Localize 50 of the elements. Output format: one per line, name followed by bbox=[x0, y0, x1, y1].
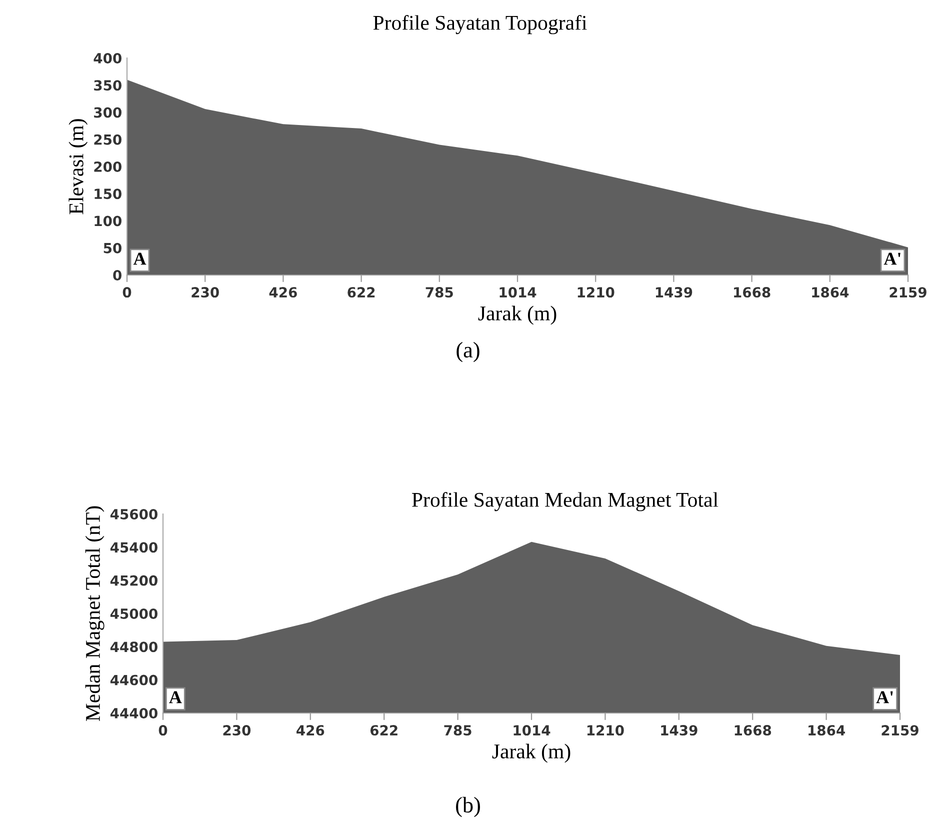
x-tick-label: 1439 bbox=[656, 287, 692, 298]
x-tick-label: 1668 bbox=[734, 287, 770, 298]
text: (b) bbox=[456, 796, 480, 818]
x-tick-label: 2159 bbox=[882, 725, 918, 736]
x-tick-label: 0 bbox=[122, 287, 132, 298]
y-tick-label: 200 bbox=[94, 161, 122, 172]
x-tick-label: 1014 bbox=[514, 725, 550, 736]
y-tick-label: 100 bbox=[94, 216, 122, 226]
y-tick-label: 250 bbox=[94, 134, 122, 145]
y-tick-label: 50 bbox=[104, 242, 122, 254]
annotation: A' bbox=[876, 691, 893, 704]
chart-title: Profile Sayatan Medan Magnet Total bbox=[412, 492, 718, 512]
x-tick-label: 1210 bbox=[587, 725, 624, 736]
y-tick-label: 45400 bbox=[110, 542, 158, 553]
y-tick-label: 45200 bbox=[110, 575, 158, 586]
x-tick-label: 1864 bbox=[808, 725, 845, 736]
x-tick-label: 1439 bbox=[661, 725, 698, 736]
y-axis-title: Elevasi (m) bbox=[68, 119, 88, 214]
x-tick-label: 0 bbox=[158, 725, 168, 736]
x-tick-label: 1864 bbox=[812, 287, 849, 298]
x-tick-label: 426 bbox=[269, 287, 297, 298]
y-tick-label: 44600 bbox=[110, 674, 158, 686]
y-tick-label: 44800 bbox=[110, 642, 158, 652]
annotation: A bbox=[169, 691, 182, 704]
annotation: A' bbox=[884, 252, 900, 265]
chart-title: Profile Sayatan Topografi bbox=[373, 15, 587, 34]
x-tick-label: 426 bbox=[296, 725, 324, 736]
y-axis-title: Medan Magnet Total (nT) bbox=[85, 506, 104, 722]
x-tick-label: 622 bbox=[370, 725, 398, 736]
y-tick-label: 300 bbox=[94, 107, 122, 118]
x-tick-label: 622 bbox=[348, 287, 375, 298]
x-tick-label: 1668 bbox=[734, 725, 772, 736]
text: (a) bbox=[456, 342, 480, 362]
x-tick-label: 1210 bbox=[578, 287, 614, 298]
x-axis-title: Jarak (m) bbox=[478, 306, 556, 325]
y-tick-label: 0 bbox=[113, 270, 122, 280]
y-tick-label: 45600 bbox=[110, 508, 158, 520]
y-tick-label: 150 bbox=[94, 188, 122, 200]
y-tick-label: 400 bbox=[94, 52, 122, 64]
x-tick-label: 785 bbox=[444, 725, 472, 736]
x-tick-label: 230 bbox=[192, 287, 219, 298]
y-tick-label: 45000 bbox=[110, 608, 158, 619]
x-tick-label: 230 bbox=[223, 725, 251, 736]
y-tick-label: 44400 bbox=[110, 708, 158, 718]
x-tick-label: 1014 bbox=[500, 287, 536, 298]
x-tick-label: 785 bbox=[426, 287, 453, 298]
x-tick-label: 2159 bbox=[890, 287, 926, 298]
x-axis-title: Jarak (m) bbox=[492, 744, 570, 763]
annotation: A bbox=[133, 252, 146, 265]
y-tick-label: 350 bbox=[94, 80, 122, 91]
